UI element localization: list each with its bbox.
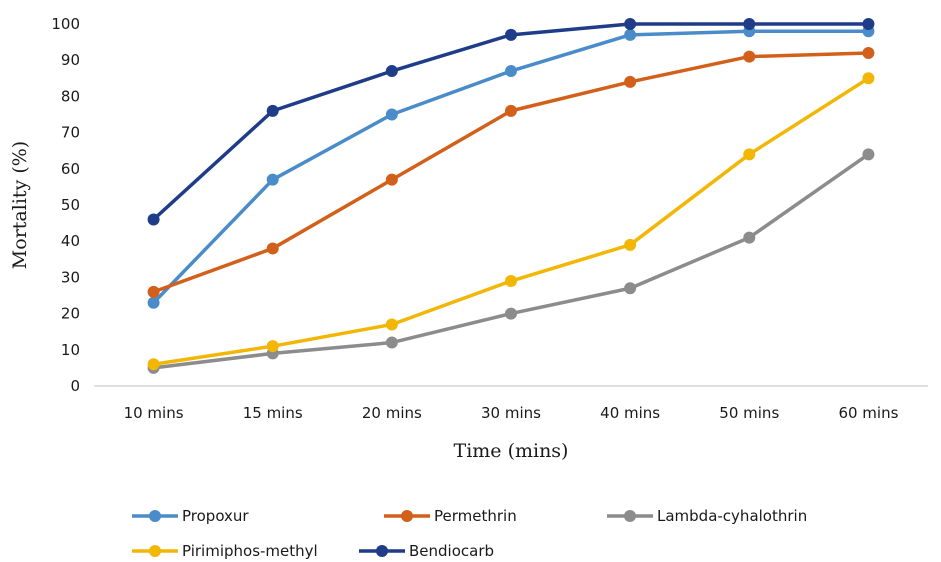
series-bendiocarb	[147, 18, 875, 226]
x-tick-label: 20 mins	[362, 404, 422, 422]
legend-label: Bendiocarb	[409, 542, 494, 560]
data-point	[624, 282, 637, 295]
legend-label: Lambda-cyhalothrin	[657, 507, 807, 525]
series-pirimiphos-methyl	[147, 72, 875, 371]
legend-marker	[401, 510, 413, 522]
x-tick-label: 40 mins	[600, 404, 660, 422]
y-tick-label: 40	[61, 232, 80, 250]
legend-marker	[376, 545, 388, 557]
data-point	[505, 65, 517, 78]
series-line	[151, 152, 871, 370]
data-point	[266, 340, 279, 353]
x-axis-title: Time (mins)	[454, 440, 569, 462]
series-line	[151, 51, 871, 294]
y-tick-label: 80	[61, 87, 80, 105]
series-layer	[147, 18, 875, 374]
y-tick-label: 50	[61, 196, 80, 214]
data-point	[743, 231, 756, 244]
data-point	[862, 18, 875, 30]
y-tick-label: 100	[51, 15, 80, 33]
data-point	[624, 238, 637, 251]
series-propoxur	[147, 25, 875, 309]
data-point	[266, 242, 279, 255]
legend-item: Permethrin	[384, 507, 517, 525]
legend-marker	[624, 510, 636, 522]
data-point	[862, 72, 875, 85]
data-point	[743, 18, 756, 30]
x-tick-label: 30 mins	[481, 404, 541, 422]
y-axis-title: Mortality (%)	[9, 141, 31, 269]
data-point	[743, 148, 756, 161]
x-axis-ticks: 10 mins 15 mins 20 mins 30 mins 40 mins 50 mi…	[124, 404, 899, 422]
data-point	[505, 104, 517, 117]
data-point	[385, 173, 398, 186]
y-tick-label: 20	[61, 305, 80, 323]
y-tick-label: 60	[61, 160, 80, 178]
legend-item: Propoxur	[132, 507, 249, 525]
data-point	[505, 28, 517, 41]
legend-item: Lambda-cyhalothrin	[607, 507, 807, 525]
data-point	[624, 75, 637, 88]
data-point	[147, 285, 160, 298]
data-point	[147, 213, 160, 226]
y-tick-label: 30	[61, 268, 80, 286]
x-tick-label: 15 mins	[243, 404, 303, 422]
data-point	[147, 358, 160, 371]
data-point	[862, 46, 875, 59]
data-point	[862, 148, 875, 161]
legend-item: Bendiocarb	[359, 542, 494, 560]
data-point	[385, 65, 398, 78]
legend-label: Propoxur	[182, 507, 249, 525]
x-tick-label: 60 mins	[838, 404, 898, 422]
data-point	[624, 18, 637, 30]
legend-item: Pirimiphos-methyl	[132, 542, 318, 560]
y-tick-label: 90	[61, 51, 80, 69]
y-axis-ticks: 0 10 20 30 40 50 60 70 80 90 100	[51, 15, 80, 395]
y-tick-label: 70	[61, 124, 80, 142]
legend-marker	[149, 545, 161, 557]
x-tick-label: 10 mins	[124, 404, 184, 422]
data-point	[505, 275, 517, 288]
legend-label: Permethrin	[434, 507, 517, 525]
legend-label: Pirimiphos-methyl	[182, 542, 318, 560]
data-point	[624, 28, 637, 41]
y-tick-label: 10	[61, 341, 80, 359]
data-point	[385, 336, 398, 349]
data-point	[266, 104, 279, 117]
series-lambda-cyhalothrin	[147, 148, 875, 374]
data-point	[266, 173, 279, 186]
legend: Propoxur Permethrin Lambda-cyhalothrin Piri…	[132, 507, 807, 560]
data-point	[385, 318, 398, 331]
series-permethrin	[147, 46, 875, 298]
data-point	[505, 307, 517, 320]
data-point	[743, 50, 756, 63]
y-tick-label: 0	[70, 377, 80, 395]
x-tick-label: 50 mins	[719, 404, 779, 422]
data-point	[385, 108, 398, 121]
legend-marker	[149, 510, 161, 522]
data-point	[147, 296, 160, 309]
